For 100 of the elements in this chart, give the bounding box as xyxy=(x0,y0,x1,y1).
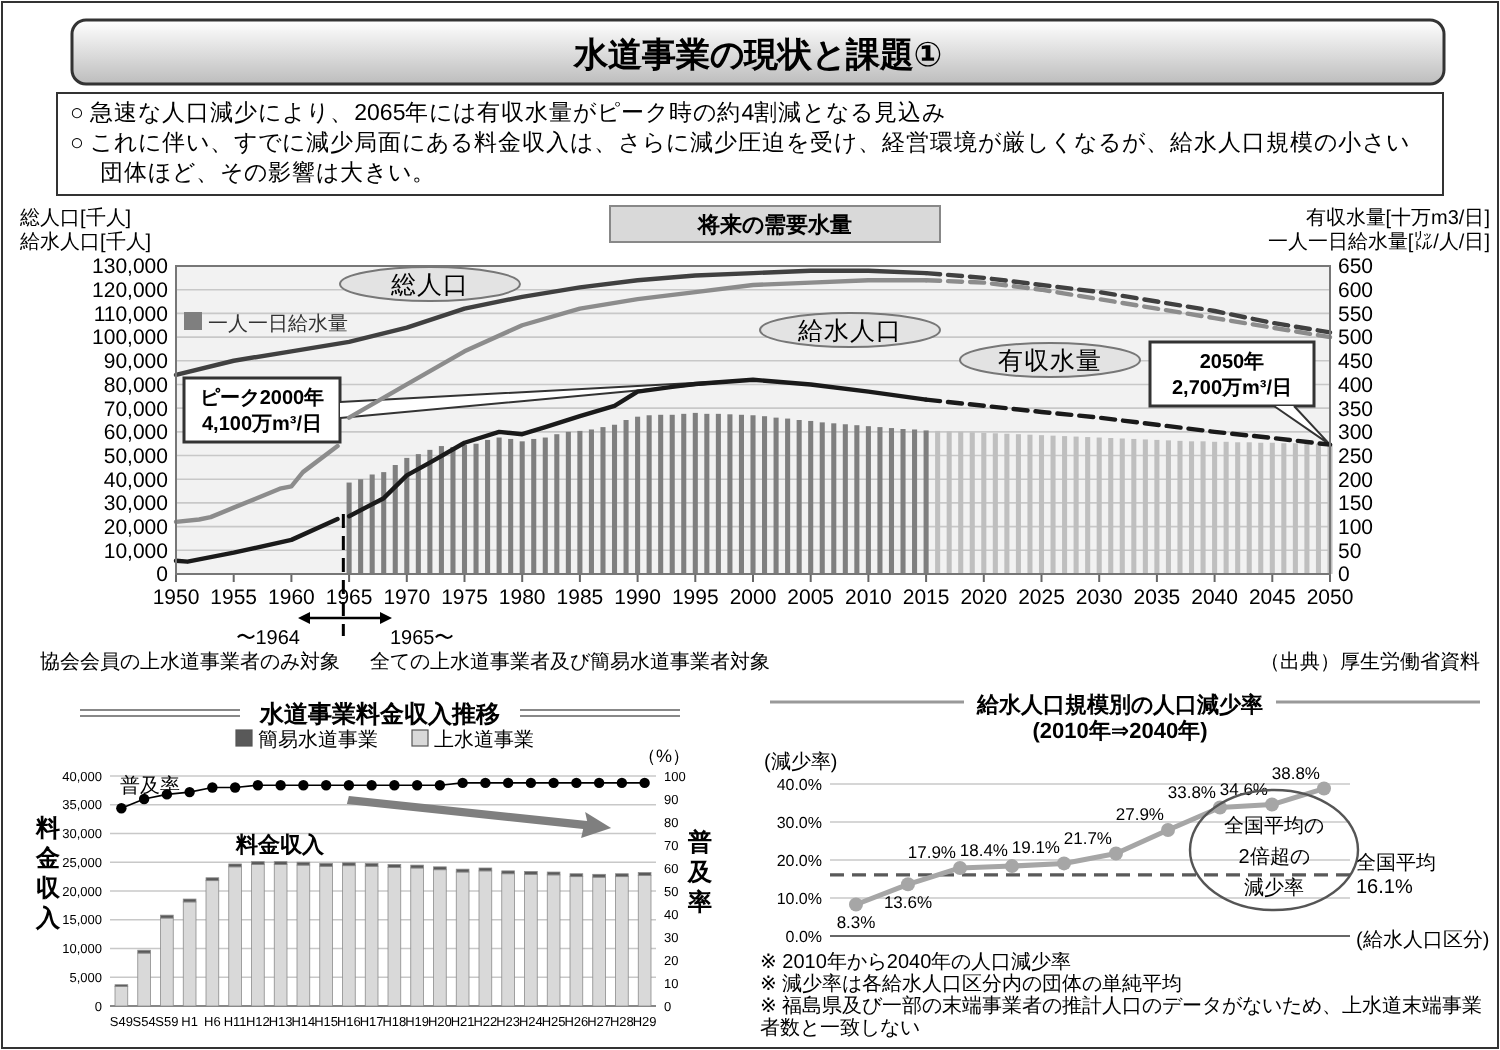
line-series xyxy=(173,443,340,525)
point xyxy=(571,777,582,789)
point xyxy=(116,803,127,814)
y-tick-label: 40,000 xyxy=(103,468,169,493)
series-label: 総人口 xyxy=(389,271,469,299)
data-label: 8.3% xyxy=(836,912,877,933)
y2-axis-title: 普及率 xyxy=(686,828,714,916)
y-tick-label: 110,000 xyxy=(93,302,169,327)
y-axis-title: 料金収入 xyxy=(234,832,326,858)
y2-tick-label: 250 xyxy=(1338,444,1374,469)
text: ○ 急速な人口減少により、2065年には有収水量がピーク時の約4割減となる見込み xyxy=(70,100,949,130)
ref-line-label: 全国平均 16.1% xyxy=(1356,850,1436,899)
x-tick-label: 2045 xyxy=(1248,586,1296,610)
text: （出典）厚生労働省資料 xyxy=(1260,650,1480,674)
annotation: 2050年 2,700万m³/日 xyxy=(1171,350,1293,400)
x-axis-title: (給水人口区分) xyxy=(1356,928,1490,952)
chart-title: 給水人口規模別の人口減少率 (2010年⇒2040年) xyxy=(975,692,1263,744)
point xyxy=(343,780,355,791)
point xyxy=(366,780,377,791)
x-tick-label: 1990 xyxy=(614,586,662,610)
y2-tick-label: 200 xyxy=(1338,468,1374,493)
series-label: 給水人口 xyxy=(796,317,902,345)
y-tick-label: 0 xyxy=(156,563,169,588)
y-tick-label: 120,000 xyxy=(92,279,169,304)
point xyxy=(1057,856,1071,871)
text: ※ 減少率は各給水人口区分内の団体の単純平均 xyxy=(760,974,1185,996)
x-tick-label: 1950 xyxy=(152,586,200,610)
legend-label: 一人一日給水量 xyxy=(208,312,348,336)
x-tick-label: 2025 xyxy=(1018,586,1066,610)
x-tick-label: 1980 xyxy=(498,586,546,610)
data-label: 38.8% xyxy=(1271,762,1321,783)
text: 〜1964 xyxy=(235,628,301,650)
y-tick-label: 20.0% xyxy=(776,851,822,870)
x-tick-label: 2030 xyxy=(1075,586,1123,610)
point xyxy=(593,777,605,789)
x-tick-label: 2050 xyxy=(1306,586,1354,610)
y2-axis-title: 有収水量[十万m3/日] 一人一日給水量[㍑/人/日] xyxy=(1267,206,1491,254)
data-label: 19.1% xyxy=(1011,837,1061,858)
point xyxy=(411,780,423,791)
x-tick-label: 2010 xyxy=(845,586,893,610)
y2-tick-label: 500 xyxy=(1338,326,1374,351)
y-tick-label: 30,000 xyxy=(103,492,169,517)
line-series xyxy=(173,516,340,564)
text: 全ての上水道事業者及び簡易水道事業者対象 xyxy=(370,650,770,674)
x-tick-label: 1995 xyxy=(671,586,719,610)
x-tick-label: 2000 xyxy=(729,586,777,610)
x-tick-label: 1955 xyxy=(210,586,258,610)
point xyxy=(849,897,863,912)
data-label: 17.9% xyxy=(907,841,957,862)
y-tick-label: 30.0% xyxy=(776,813,822,832)
point xyxy=(1317,781,1331,796)
x-tick-label: 1970 xyxy=(383,586,431,610)
point xyxy=(229,782,241,793)
y2-tick-label: 400 xyxy=(1338,373,1374,398)
annotation: 全国平均の2倍超の減少率 xyxy=(1224,814,1324,900)
chart-title: 水道事業料金収入推移 xyxy=(258,700,500,728)
point xyxy=(252,780,264,791)
chart-title: 水道事業の現状と課題① xyxy=(571,36,943,74)
point xyxy=(616,777,628,789)
point xyxy=(480,777,491,789)
point xyxy=(901,877,915,892)
x-tick-label: 1965 xyxy=(325,586,373,610)
y-tick-label: 20,000 xyxy=(103,515,169,540)
point xyxy=(525,777,537,789)
y-tick-label: 0.0% xyxy=(785,927,822,946)
x-tick-label: 2020 xyxy=(960,586,1008,610)
y2-tick-label: 0 xyxy=(1338,563,1350,588)
point xyxy=(502,777,514,789)
x-tick-label: 2035 xyxy=(1133,586,1181,610)
point xyxy=(1265,797,1279,812)
x-tick-label: 2040 xyxy=(1191,586,1239,610)
x-tick-label: 1975 xyxy=(441,586,489,610)
y2-tick-label: 450 xyxy=(1338,350,1374,375)
x-tick-label: 2005 xyxy=(787,586,835,610)
y2-tick-label: 300 xyxy=(1338,421,1374,446)
x-tick-label: 1985 xyxy=(556,586,604,610)
y2-tick-label: 600 xyxy=(1338,279,1374,304)
y-tick-label: 100,000 xyxy=(92,326,169,351)
point xyxy=(207,782,218,793)
x-tick-label: 1960 xyxy=(268,586,316,610)
y-tick-label: 80,000 xyxy=(103,373,169,398)
data-label: 13.6% xyxy=(883,892,933,913)
point xyxy=(275,780,286,791)
annotation: ピーク2000年 4,100万m³/日 xyxy=(199,386,325,436)
text: 協会会員の上水道事業者のみ対象 xyxy=(40,650,340,674)
y-tick-label: 40.0% xyxy=(776,775,822,794)
y2-tick-label: 150 xyxy=(1338,492,1374,517)
series-label: 普及率 xyxy=(120,774,180,798)
y-axis-title: 総人口[千人] 給水人口[千人] xyxy=(18,206,152,254)
y-tick-label: 70,000 xyxy=(103,397,169,422)
point xyxy=(1005,859,1019,874)
data-label: 27.9% xyxy=(1115,803,1165,824)
point xyxy=(184,786,195,798)
y-tick-label: 10,000 xyxy=(103,539,169,564)
y-axis-title: (減少率) xyxy=(764,750,838,774)
data-label: 33.8% xyxy=(1167,781,1217,802)
x-tick-label: 2015 xyxy=(902,586,950,610)
text: ○ これに伴い、すでに減少局面にある料金収入は、さらに減少圧迫を受け、経営環境が厳しくなるが、給水人口規模の小さい団体ほど、その影響は大きい。 xyxy=(70,130,1413,190)
text: 1965〜 xyxy=(390,628,455,650)
data-label: 21.7% xyxy=(1063,827,1113,848)
